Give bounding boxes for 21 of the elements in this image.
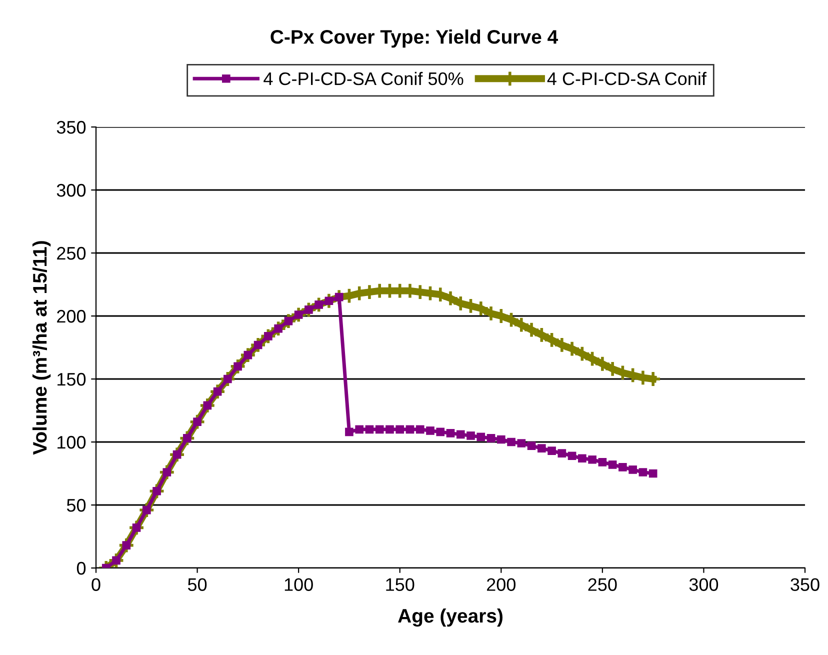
y-tick-label: 200 bbox=[57, 310, 86, 323]
legend-label: 4 C-PI-CD-SA Conif 50% bbox=[264, 72, 464, 86]
x-tick-label: 50 bbox=[188, 578, 207, 591]
x-tick-label: 0 bbox=[92, 578, 100, 591]
y-tick-label: 250 bbox=[57, 246, 86, 260]
y-tick-label: 100 bbox=[58, 436, 86, 449]
y-tick-label: 50 bbox=[66, 498, 86, 512]
x-tick-label: 300 bbox=[689, 578, 718, 591]
x-axis-title: Age (years) bbox=[398, 608, 502, 627]
y-tick-label: 300 bbox=[56, 184, 86, 197]
x-tick-label: 100 bbox=[284, 578, 313, 591]
x-tick-label: 250 bbox=[588, 578, 617, 591]
legend-label: 4 C-PI-CD-SA Conif bbox=[547, 72, 706, 86]
y-tick-label: 350 bbox=[56, 120, 86, 134]
chart-title: C-Px Cover Type: Yield Curve 4 bbox=[270, 29, 558, 48]
y-axis-title: Volume (m³/ha at 15/11) bbox=[32, 241, 51, 455]
x-tick-label: 200 bbox=[486, 578, 516, 591]
x-tick-label: 150 bbox=[386, 578, 414, 591]
y-tick-label: 150 bbox=[58, 372, 86, 386]
x-tick-label: 350 bbox=[790, 578, 820, 591]
y-tick-label: 0 bbox=[76, 562, 86, 575]
